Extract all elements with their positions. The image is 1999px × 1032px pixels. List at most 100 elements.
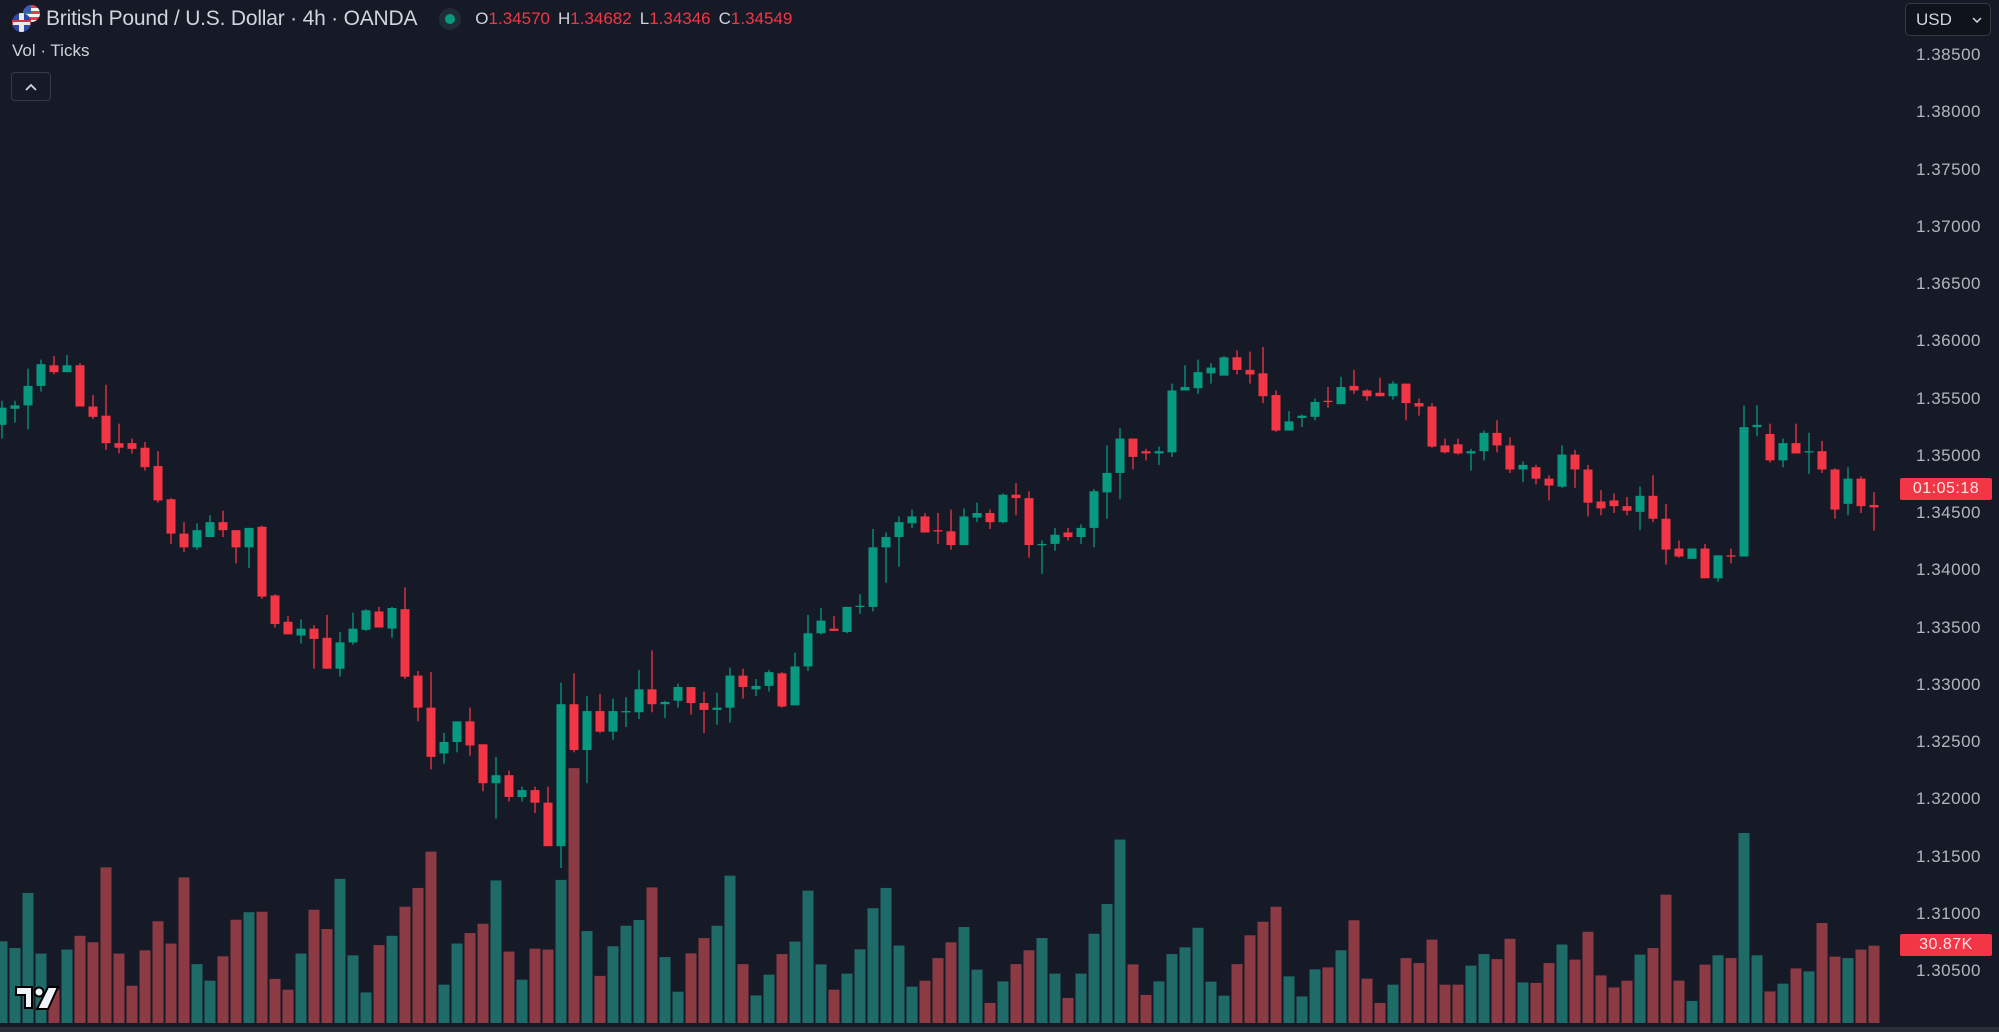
volume-bar: [1595, 975, 1607, 1023]
volume-indicator-legend[interactable]: Vol · Ticks: [12, 41, 90, 60]
volume-bar: [1673, 980, 1685, 1023]
volume-bar: [48, 989, 60, 1023]
price-axis-tick: 1.37000: [1916, 216, 1981, 236]
volume-bar: [646, 887, 658, 1023]
candle: [1167, 383, 1177, 457]
currency-select[interactable]: USD: [1905, 3, 1991, 36]
volume-bar: [828, 989, 840, 1023]
candle: [1479, 430, 1489, 461]
volume-bar: [1166, 954, 1178, 1023]
symbol-legend[interactable]: British Pound / U.S. Dollar · 4h · OANDA…: [12, 4, 792, 34]
volume-bar: [1426, 939, 1438, 1023]
price-axis-tick: 1.38500: [1916, 45, 1981, 64]
candle: [1323, 387, 1333, 408]
symbol-title[interactable]: British Pound / U.S. Dollar · 4h · OANDA: [46, 7, 418, 30]
price-axis-tick: 1.36500: [1916, 274, 1981, 293]
candle: [803, 614, 813, 672]
candle-body: [114, 443, 124, 448]
candle-body: [946, 531, 956, 546]
candle: [660, 700, 670, 718]
candle: [1336, 376, 1346, 405]
volume-bar: [1465, 965, 1477, 1023]
candle-body: [1453, 444, 1463, 454]
candle-body: [1141, 451, 1151, 454]
candle: [790, 652, 800, 706]
volume-bar: [607, 946, 619, 1023]
candle-body: [1713, 555, 1723, 579]
candle-body: [1596, 501, 1606, 509]
candle: [1752, 405, 1762, 437]
volume-bar: [1829, 956, 1841, 1023]
ohlc-high: H1.34682: [557, 9, 632, 28]
candle: [127, 438, 137, 454]
candle: [1219, 356, 1229, 376]
candle-body: [1778, 443, 1788, 461]
volume-bar: [1010, 964, 1022, 1023]
volume-bar: [789, 941, 801, 1023]
volume-bar: [22, 892, 34, 1023]
candle: [556, 682, 566, 868]
candle: [907, 509, 917, 528]
volume-bar: [1712, 955, 1724, 1023]
volume-bar: [1283, 976, 1295, 1023]
candle-body: [1037, 543, 1047, 546]
volume-bar: [178, 877, 190, 1023]
candle: [1557, 445, 1567, 488]
volume-bar: [451, 943, 463, 1023]
volume-bar: [659, 957, 671, 1023]
volume-bar: [568, 768, 580, 1023]
candle-body: [413, 675, 423, 708]
volume-bar: [1257, 921, 1269, 1023]
candle-body: [764, 672, 774, 686]
candle: [283, 616, 293, 635]
candle-body: [1401, 383, 1411, 404]
chevron-up-icon: [25, 83, 37, 91]
candle: [1206, 363, 1216, 384]
ohlc-values: O1.34570 H1.34682 L1.34346 C1.34549: [475, 9, 792, 29]
candle-body: [1687, 548, 1697, 559]
candle: [959, 508, 969, 546]
price-chart[interactable]: [0, 0, 1880, 1027]
candle-body: [0, 407, 7, 425]
candle: [114, 423, 124, 454]
candle: [699, 691, 709, 733]
tradingview-logo[interactable]: [14, 984, 60, 1017]
candle-body: [1284, 421, 1294, 431]
candle-body: [335, 642, 345, 669]
candle: [1284, 411, 1294, 431]
candle-body: [1739, 427, 1749, 557]
volume-value-label: 30.87K: [1900, 934, 1992, 956]
collapse-legend-button[interactable]: [11, 72, 51, 101]
volume-bar: [932, 958, 944, 1023]
candle: [634, 669, 644, 720]
candle: [374, 606, 384, 628]
candle-body: [1440, 445, 1450, 453]
candle-body: [1102, 472, 1112, 493]
market-open-status-icon[interactable]: [439, 8, 462, 30]
volume-bar: [1192, 927, 1204, 1023]
candle: [738, 668, 748, 699]
volume-bar: [490, 880, 502, 1023]
candle-body: [101, 415, 111, 444]
candle-body: [816, 620, 826, 634]
candle: [309, 625, 319, 669]
tradingview-logo-icon: [15, 986, 60, 1010]
volume-bar: [633, 920, 645, 1023]
candle-body: [465, 721, 475, 746]
candle-body: [1856, 478, 1866, 507]
candle-body: [36, 364, 46, 386]
candle-body: [153, 466, 163, 501]
candle-body: [1466, 451, 1476, 454]
candle-body: [1063, 532, 1073, 538]
candle: [1843, 467, 1853, 516]
candle: [270, 594, 280, 628]
candle: [322, 614, 332, 669]
candle-body: [777, 673, 787, 707]
candle-body: [1557, 454, 1567, 487]
candle: [426, 672, 436, 770]
candle-body: [1128, 438, 1138, 457]
candle: [439, 732, 449, 764]
candle: [62, 354, 72, 373]
volume-bar: [1764, 991, 1776, 1023]
volume-bar: [347, 955, 359, 1023]
